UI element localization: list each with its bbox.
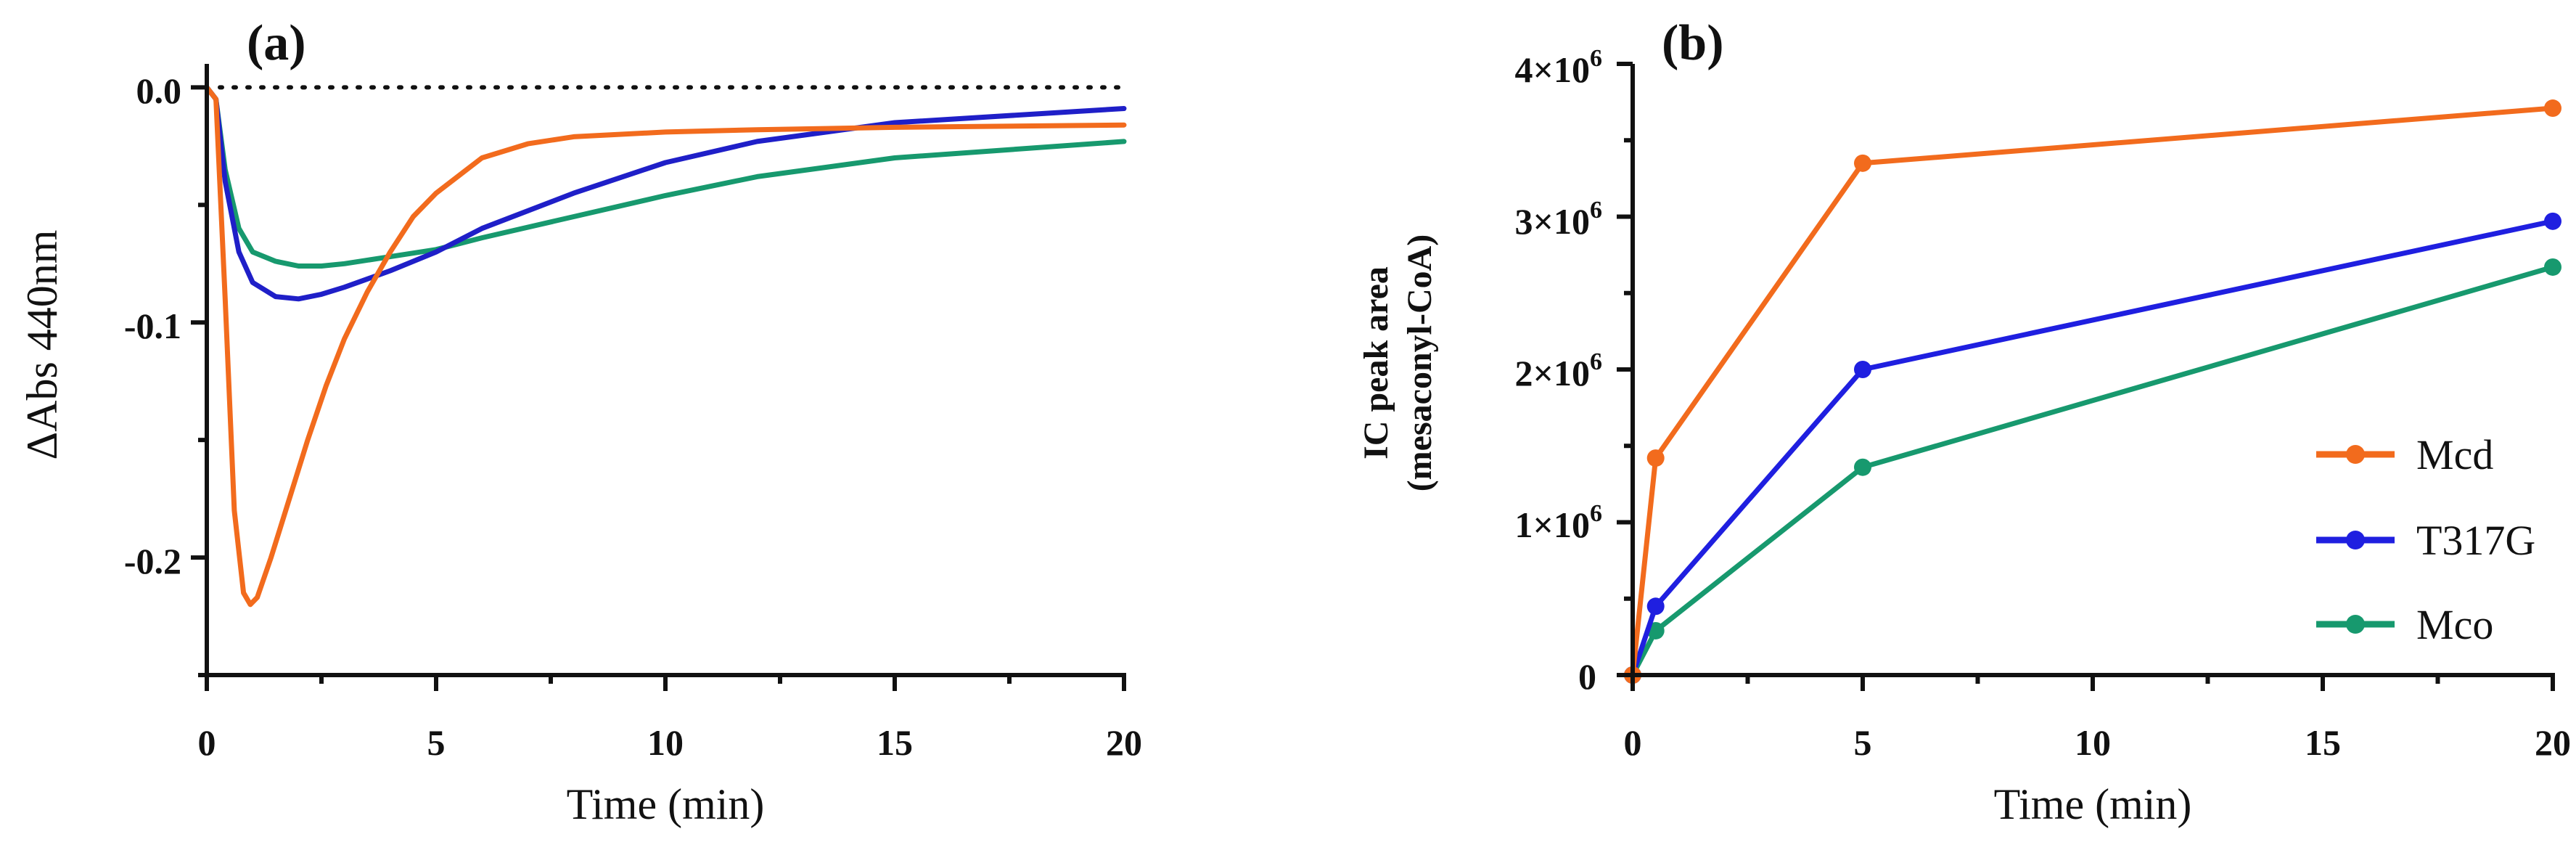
- b-ytick-label-0: 0: [1578, 656, 1596, 697]
- a-series-line-mco: [204, 84, 1127, 269]
- panel-b-series: [1624, 99, 2561, 684]
- b-ytick-label-1e6: 1×106: [1515, 500, 1603, 545]
- legend-marker-mcd: [2346, 445, 2365, 464]
- a-series-line-t317g: [204, 84, 1127, 302]
- panel-a-label: (a): [247, 15, 306, 71]
- legend-label-t317g: T317G: [2416, 517, 2535, 564]
- panel-b-ticks: [1617, 62, 2555, 691]
- b-x-axis-title: Time (min): [1994, 780, 2192, 828]
- a-x-axis-title: Time (min): [567, 780, 765, 828]
- b-ytick-label-4e6: 4×106: [1515, 45, 1603, 90]
- a-xtick-label-20: 20: [1106, 722, 1142, 763]
- b-series-line-t317g: [1630, 218, 2554, 677]
- panel-a-ticks: [191, 85, 1126, 691]
- b-xtick-label-15: 15: [2305, 722, 2341, 763]
- b-point-t317g-t5: [1854, 361, 1871, 378]
- b-series-line-mcd: [1630, 105, 2554, 676]
- legend-marker-mco: [2346, 615, 2365, 634]
- b-point-mco-t20: [2544, 258, 2561, 276]
- panel-b-line-chart: (b) 0 5 10 15 20 0 1×106 2×106 3×106 4×1…: [1357, 15, 2571, 828]
- a-xtick-label-0: 0: [198, 722, 216, 763]
- b-series-line-mco: [1630, 264, 2554, 677]
- b-point-mcd-t5: [1854, 154, 1871, 172]
- b-ytick-label-3e6: 3×106: [1515, 197, 1603, 242]
- b-xtick-label-0: 0: [1624, 722, 1642, 763]
- b-y-axis-title-line2: (mesaconyl-CoA): [1400, 234, 1439, 492]
- b-point-t317g-t20: [2544, 212, 2561, 230]
- a-xtick-label-15: 15: [877, 722, 913, 763]
- a-y-axis-title: ΔAbs 440nm: [18, 230, 66, 460]
- b-xtick-label-5: 5: [1854, 722, 1872, 763]
- legend-label-mcd: Mcd: [2416, 431, 2493, 478]
- b-point-mco-t5: [1854, 458, 1871, 476]
- legend-label-mco: Mco: [2416, 601, 2493, 648]
- b-point-mcd-t0.5: [1646, 449, 1665, 467]
- b-ytick-label-2e6: 2×106: [1515, 348, 1603, 393]
- panel-a-line-chart: (a) 0 5 10 15 20 0.0 -0.1 -0.2 Time (min…: [18, 15, 1142, 828]
- a-xtick-label-10: 10: [647, 722, 684, 763]
- legend: Mcd T317G Mco: [2316, 431, 2535, 648]
- b-point-t317g-t0.5: [1646, 597, 1665, 616]
- legend-marker-t317g: [2346, 531, 2365, 549]
- panel-b-label: (b): [1662, 15, 1724, 71]
- b-xtick-label-20: 20: [2535, 722, 2571, 763]
- a-ytick-label--0.2: -0.2: [124, 541, 181, 581]
- b-xtick-label-10: 10: [2075, 722, 2111, 763]
- a-xtick-label-5: 5: [427, 722, 446, 763]
- a-series-line-mcd: [204, 84, 1127, 608]
- a-ytick-label--0.1: -0.1: [124, 306, 181, 346]
- b-point-mcd-t20: [2544, 99, 2561, 118]
- a-ytick-label-0.0: 0.0: [136, 70, 182, 111]
- b-y-axis-title-line1: IC peak area: [1357, 266, 1395, 459]
- panel-a-series: [204, 84, 1127, 608]
